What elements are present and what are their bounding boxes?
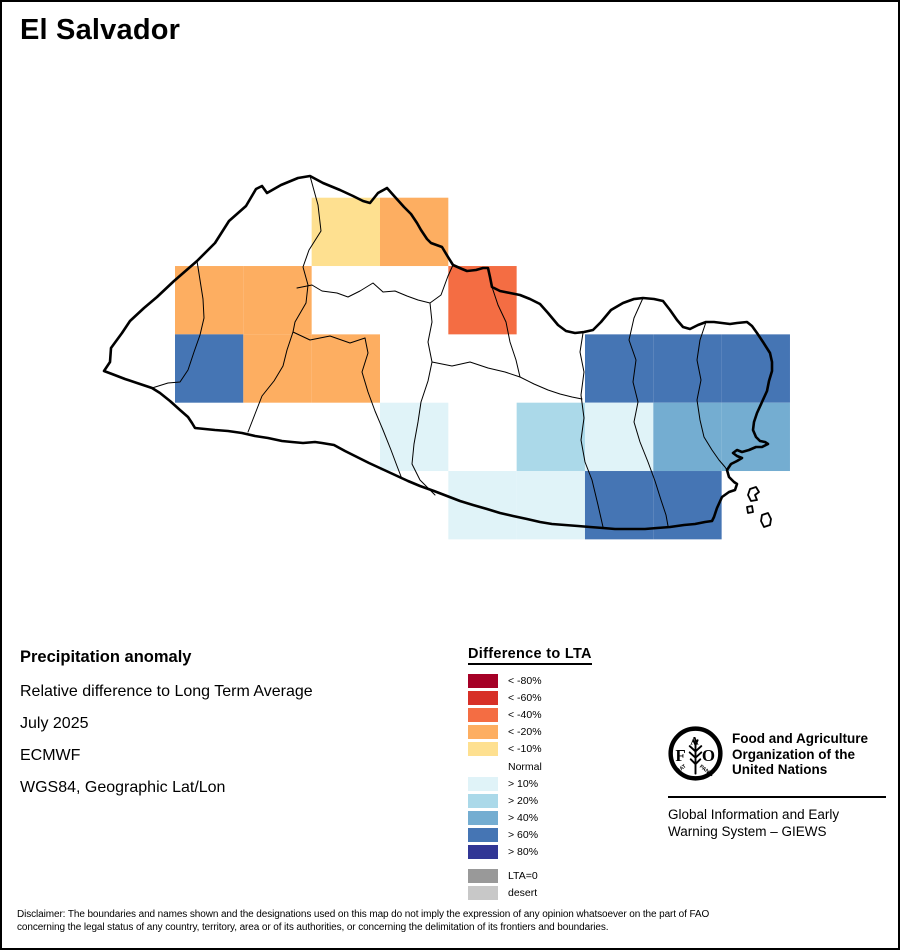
svg-text:F: F bbox=[675, 746, 685, 765]
legend-swatch bbox=[468, 707, 498, 722]
legend-label: < -20% bbox=[508, 726, 542, 739]
grid-cell bbox=[516, 471, 585, 540]
legend-label: < -80% bbox=[508, 674, 542, 687]
grid-cell bbox=[311, 197, 380, 267]
legend-label: > 80% bbox=[508, 846, 539, 859]
legend-label: > 40% bbox=[508, 812, 539, 825]
legend-row: > 60% bbox=[468, 827, 592, 844]
grid-cell bbox=[653, 334, 722, 403]
legend-swatch bbox=[468, 776, 498, 791]
grid-cell bbox=[379, 402, 449, 472]
legend-row: Normal bbox=[468, 758, 592, 775]
legend-title: Difference to LTA bbox=[468, 646, 592, 665]
grid-cell bbox=[653, 471, 722, 540]
map-info-block: Precipitation anomaly Relative differenc… bbox=[20, 648, 313, 810]
legend-row: < -40% bbox=[468, 706, 592, 723]
grid-cell bbox=[653, 402, 722, 472]
legend-label: < -60% bbox=[508, 691, 542, 704]
legend-label: LTA=0 bbox=[508, 869, 538, 882]
legend-swatch bbox=[468, 725, 498, 740]
legend-swatch bbox=[468, 868, 498, 883]
legend-label: desert bbox=[508, 886, 538, 899]
legend-swatch bbox=[468, 828, 498, 843]
legend-row: < -20% bbox=[468, 724, 592, 741]
legend-swatch bbox=[468, 690, 498, 705]
department-boundaries bbox=[151, 175, 728, 528]
legend-swatch bbox=[468, 811, 498, 826]
grid-cell bbox=[243, 334, 312, 403]
grid-cell bbox=[584, 334, 654, 403]
fao-block: F O A FIAT PANIS Food and Agriculture Or… bbox=[668, 726, 892, 840]
grid-cell bbox=[721, 334, 790, 403]
legend-row: > 40% bbox=[468, 810, 592, 827]
grid-cell bbox=[311, 334, 380, 403]
grid-cell bbox=[175, 266, 244, 335]
legend-row: < -10% bbox=[468, 741, 592, 758]
grid-cell bbox=[448, 266, 517, 335]
legend-label: > 20% bbox=[508, 794, 539, 807]
grid-cells-layer bbox=[175, 197, 790, 540]
country-outline bbox=[102, 174, 774, 531]
fao-separator bbox=[668, 796, 886, 798]
legend-swatch bbox=[468, 742, 498, 757]
svg-text:O: O bbox=[702, 746, 715, 765]
legend: Difference to LTA < -80% < -60% < -40% < -2… bbox=[468, 645, 592, 901]
fao-logo-icon: F O A FIAT PANIS bbox=[668, 726, 723, 781]
legend-label: < -10% bbox=[508, 743, 542, 756]
fao-org-name: Food and Agriculture Organization of the… bbox=[732, 731, 868, 777]
island bbox=[746, 486, 772, 528]
info-period: July 2025 bbox=[20, 715, 89, 732]
info-projection: WGS84, Geographic Lat/Lon bbox=[20, 779, 226, 796]
precipitation-anomaly-map bbox=[102, 174, 790, 540]
grid-cell bbox=[584, 402, 654, 472]
legend-label: > 60% bbox=[508, 829, 539, 842]
legend-row: LTA=0 bbox=[468, 867, 592, 884]
legend-row: < -60% bbox=[468, 689, 592, 706]
legend-extra-items: LTA=0 desert bbox=[468, 867, 592, 901]
info-subtitle: Relative difference to Long Term Average bbox=[20, 683, 313, 700]
legend-swatch bbox=[468, 793, 498, 808]
legend-swatch bbox=[468, 759, 498, 774]
legend-row: desert bbox=[468, 884, 592, 901]
info-heading: Precipitation anomaly bbox=[20, 648, 192, 666]
disclaimer: Disclaimer: The boundaries and names sho… bbox=[17, 909, 710, 933]
wheat-ear-icon bbox=[688, 739, 703, 775]
legend-label: < -40% bbox=[508, 708, 542, 721]
grid-cell bbox=[448, 471, 517, 540]
page-title: El Salvador bbox=[20, 14, 181, 46]
legend-swatch bbox=[468, 673, 498, 688]
legend-row: > 10% bbox=[468, 775, 592, 792]
grid-cell bbox=[175, 334, 244, 403]
legend-row: < -80% bbox=[468, 672, 592, 689]
info-source: ECMWF bbox=[20, 747, 81, 764]
legend-swatch bbox=[468, 845, 498, 860]
giews-label: Global Information and Early Warning Sys… bbox=[668, 807, 840, 839]
legend-swatch bbox=[468, 885, 498, 900]
legend-row: > 80% bbox=[468, 844, 592, 861]
legend-items: < -80% < -60% < -40% < -20% < -10% Normal > 10… bbox=[468, 672, 592, 861]
grid-cell bbox=[379, 197, 449, 267]
grid-cell bbox=[516, 402, 585, 472]
grid-cell bbox=[243, 266, 312, 335]
legend-label: > 10% bbox=[508, 777, 539, 790]
legend-label: Normal bbox=[508, 760, 542, 773]
legend-row: > 20% bbox=[468, 792, 592, 809]
